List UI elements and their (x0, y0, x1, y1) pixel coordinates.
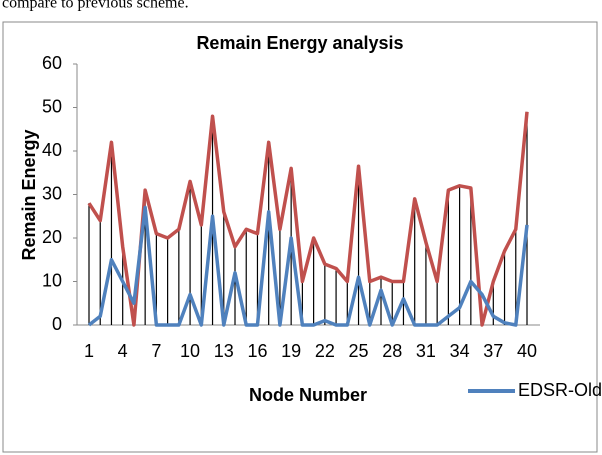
x-axis-label: Node Number (249, 385, 367, 405)
x-tick-label: 1 (84, 341, 94, 361)
x-tick-label: 22 (315, 341, 335, 361)
y-tick-label: 10 (42, 270, 62, 290)
y-tick-label: 50 (42, 96, 62, 116)
y-tick-label: 0 (52, 314, 62, 334)
x-tick-label: 7 (151, 341, 161, 361)
y-axis-label: Remain Energy (19, 129, 39, 260)
x-tick-label: 37 (483, 341, 503, 361)
x-tick-label: 25 (349, 341, 369, 361)
x-tick-label: 13 (214, 341, 234, 361)
x-tick-label: 19 (281, 341, 301, 361)
x-tick-label: 28 (382, 341, 402, 361)
chart-title: Remain Energy analysis (196, 33, 403, 53)
series-line (87, 111, 529, 327)
header-text: compare to previous scheme. (2, 0, 189, 12)
x-tick-label: 31 (416, 341, 436, 361)
x-tick-label: 34 (450, 341, 470, 361)
chart-frame (2, 21, 598, 453)
y-tick-label: 60 (42, 53, 62, 73)
y-tick-label: 40 (42, 140, 62, 160)
series-line (87, 205, 529, 327)
legend-label: EDSR-Old (518, 380, 602, 400)
x-tick-label: 16 (247, 341, 267, 361)
x-tick-label: 4 (118, 341, 128, 361)
x-tick-label: 10 (180, 341, 200, 361)
x-tick-label: 40 (517, 341, 537, 361)
y-tick-label: 20 (42, 227, 62, 247)
y-tick-label: 30 (42, 183, 62, 203)
